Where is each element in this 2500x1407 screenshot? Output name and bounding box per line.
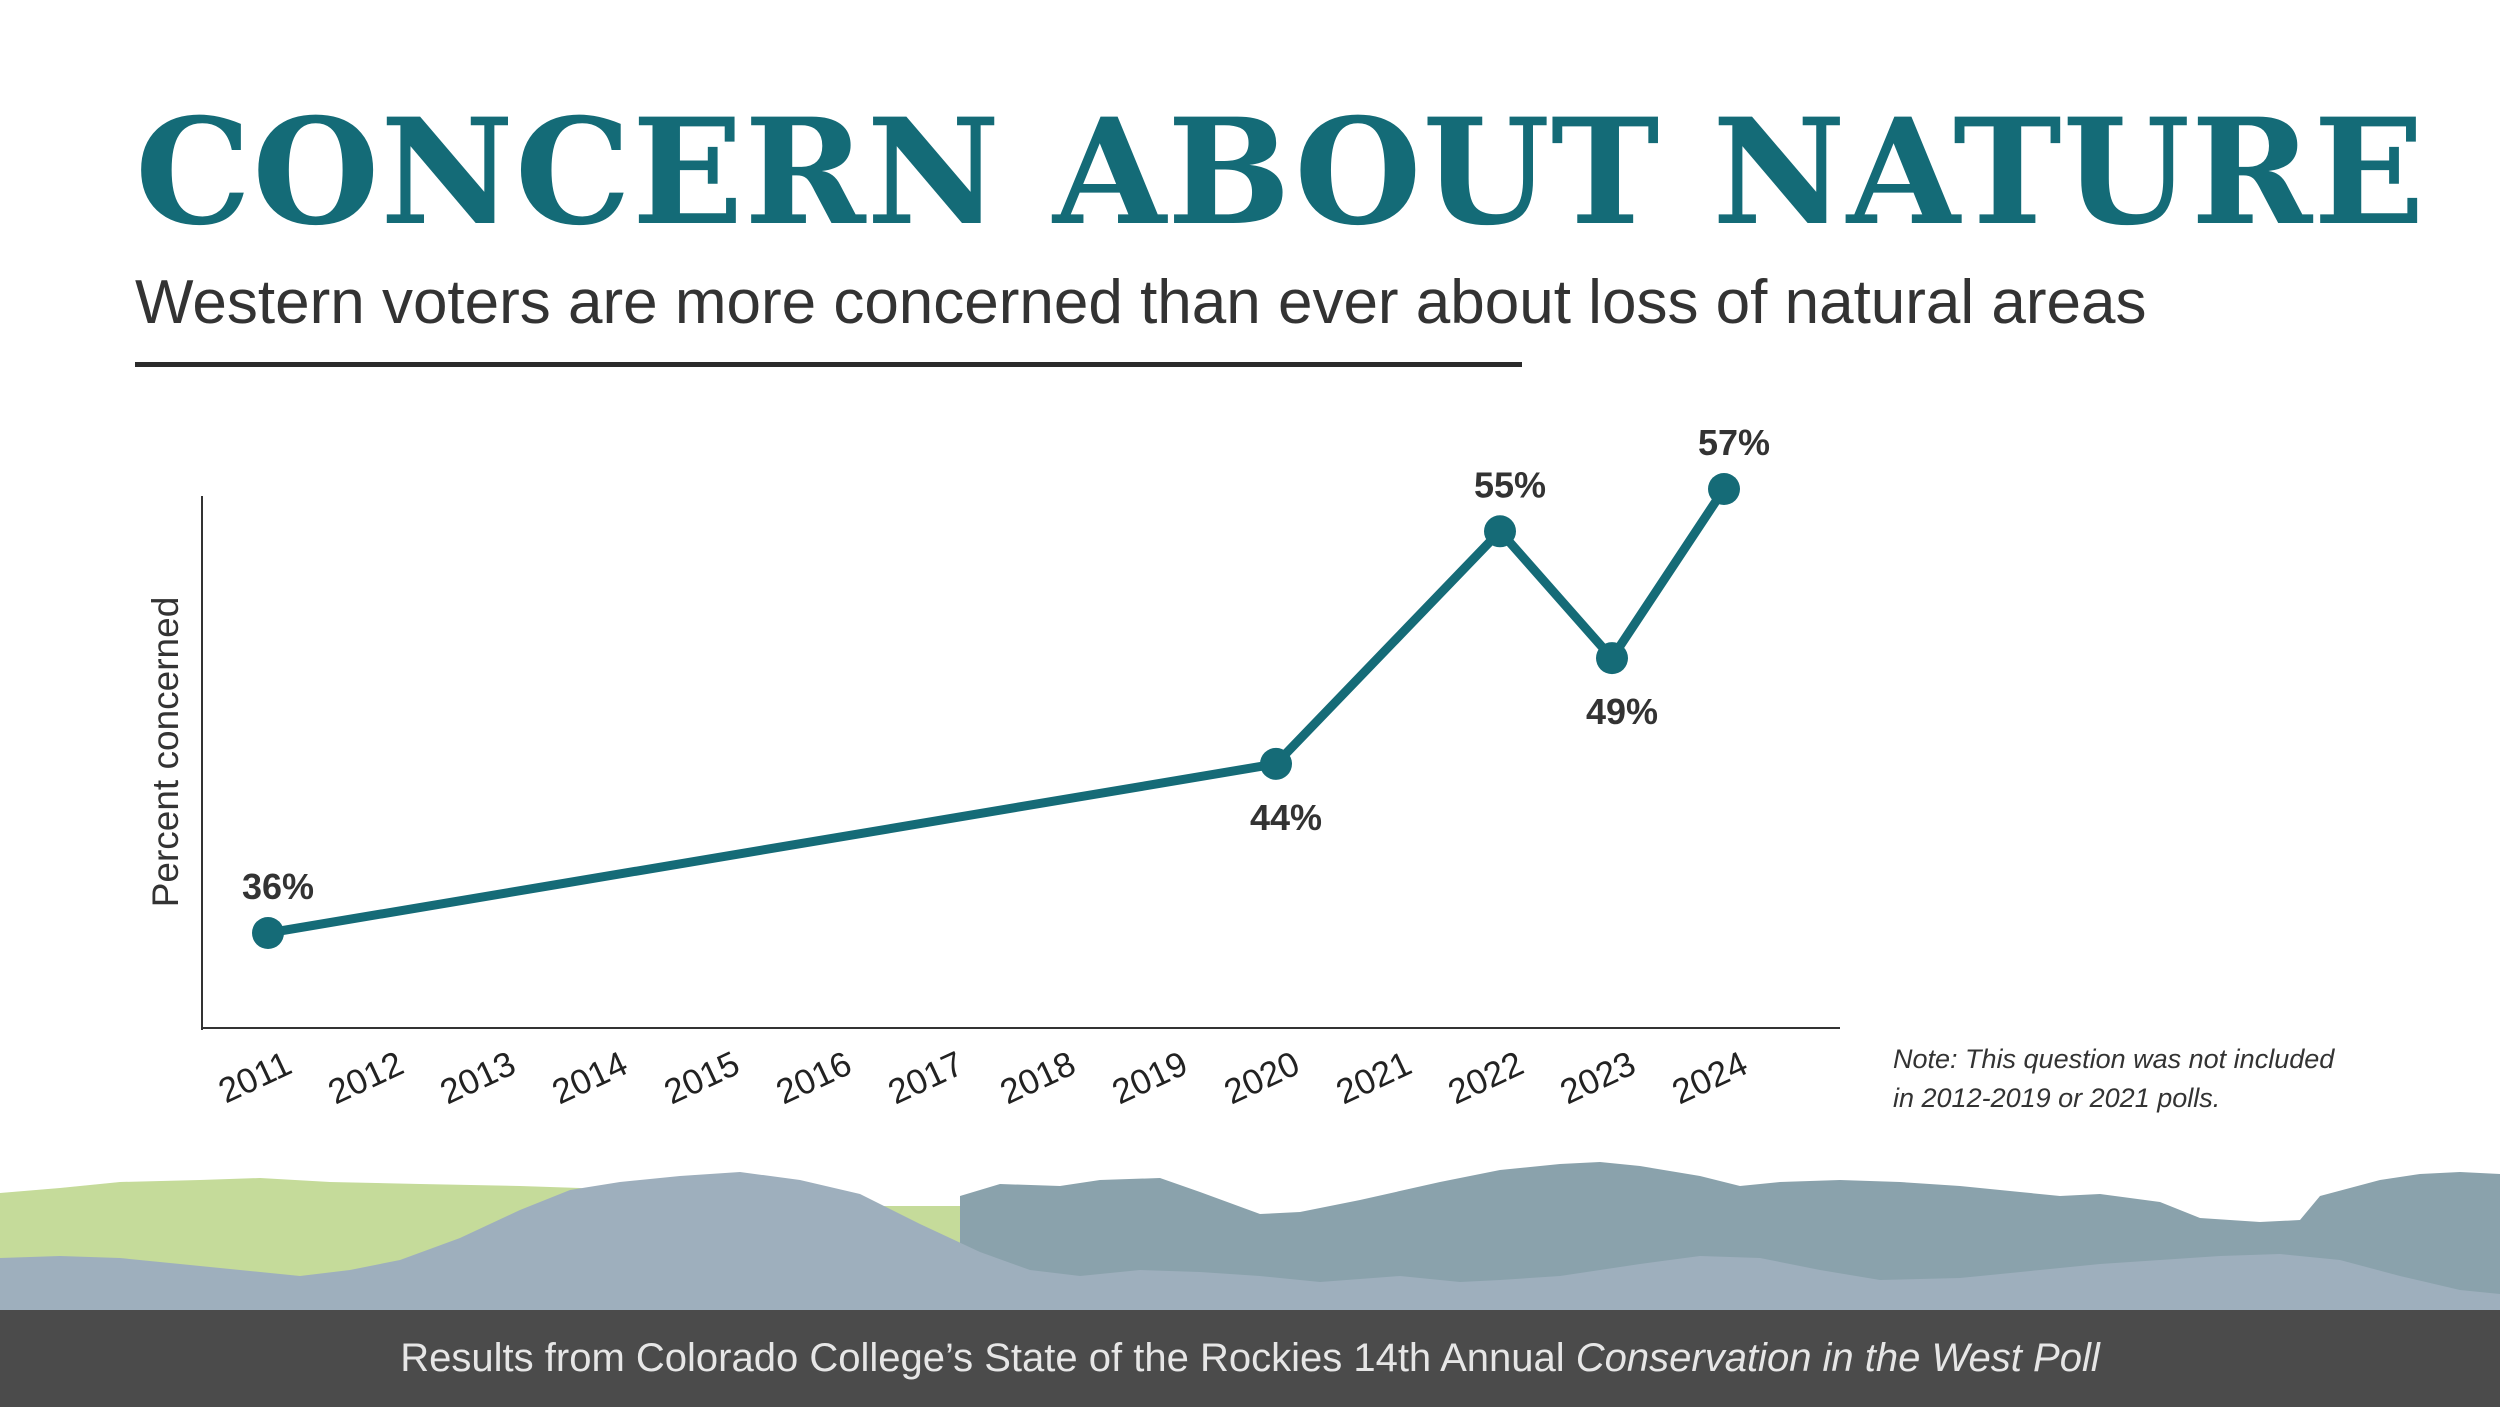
y-axis-label: Percent concerned — [145, 597, 186, 908]
footer-source: Results from Colorado College’s State of… — [0, 1310, 2500, 1407]
x-tick-label-2011: 2011 — [213, 1044, 298, 1111]
footer-poll-name: Conservation in the West Poll — [1575, 1336, 2100, 1380]
data-label-2011: 36% — [242, 866, 314, 907]
x-tick-label-2022: 2022 — [1442, 1044, 1529, 1112]
footer-prefix: Results from Colorado College’s State of… — [400, 1336, 1576, 1380]
x-tick-label-2016: 2016 — [770, 1044, 857, 1112]
data-label-2024: 57% — [1698, 422, 1770, 463]
x-tick-label-2014: 2014 — [546, 1044, 633, 1112]
x-tick-label-2023: 2023 — [1554, 1044, 1641, 1112]
page-subtitle: Western voters are more concerned than e… — [135, 268, 2147, 337]
x-tick-label-2020: 2020 — [1218, 1044, 1305, 1112]
note-line-2: in 2012-2019 or 2021 polls. — [1893, 1083, 2221, 1114]
data-labels: 36% 44% 55% 49% 57% — [242, 422, 1770, 907]
note-line-1: Note: This question was not included — [1893, 1044, 2335, 1074]
x-tick-label-2015: 2015 — [658, 1044, 745, 1112]
mountain-landscape-decoration — [0, 1162, 2500, 1320]
chart-axes: Percent concerned — [145, 496, 1840, 1030]
mountain-blue-front — [0, 1172, 2500, 1320]
chart-note: Note: This question was not included in … — [1893, 1040, 2334, 1118]
line-chart: Percent concerned 2011 2012 2013 2014 2015 20… — [145, 422, 1840, 1112]
x-tick-labels: 2011 2012 2013 2014 2015 2016 2017 2018 2019 2020… — [213, 1044, 1754, 1112]
x-tick-label-2013: 2013 — [434, 1044, 521, 1112]
x-tick-label-2019: 2019 — [1106, 1044, 1193, 1112]
x-tick-label-2024: 2024 — [1666, 1044, 1753, 1112]
x-tick-label-2018: 2018 — [994, 1044, 1081, 1112]
data-label-2020: 44% — [1250, 797, 1322, 838]
x-tick-label-2017: 2017 — [882, 1044, 969, 1112]
chart-series — [252, 473, 1740, 949]
x-tick-label-2021: 2021 — [1330, 1044, 1417, 1112]
data-point-2022 — [1484, 515, 1516, 548]
data-point-2023 — [1596, 642, 1628, 675]
series-line — [263, 484, 1729, 938]
data-point-2024 — [1708, 473, 1740, 505]
data-point-2011 — [252, 917, 284, 949]
data-label-2023: 49% — [1586, 691, 1658, 732]
title-underline — [135, 362, 1522, 367]
x-tick-label-2012: 2012 — [322, 1044, 409, 1112]
data-label-2022: 55% — [1474, 464, 1546, 505]
page-title: CONCERN ABOUT NATURE — [135, 87, 2426, 258]
data-point-2020 — [1260, 747, 1292, 780]
